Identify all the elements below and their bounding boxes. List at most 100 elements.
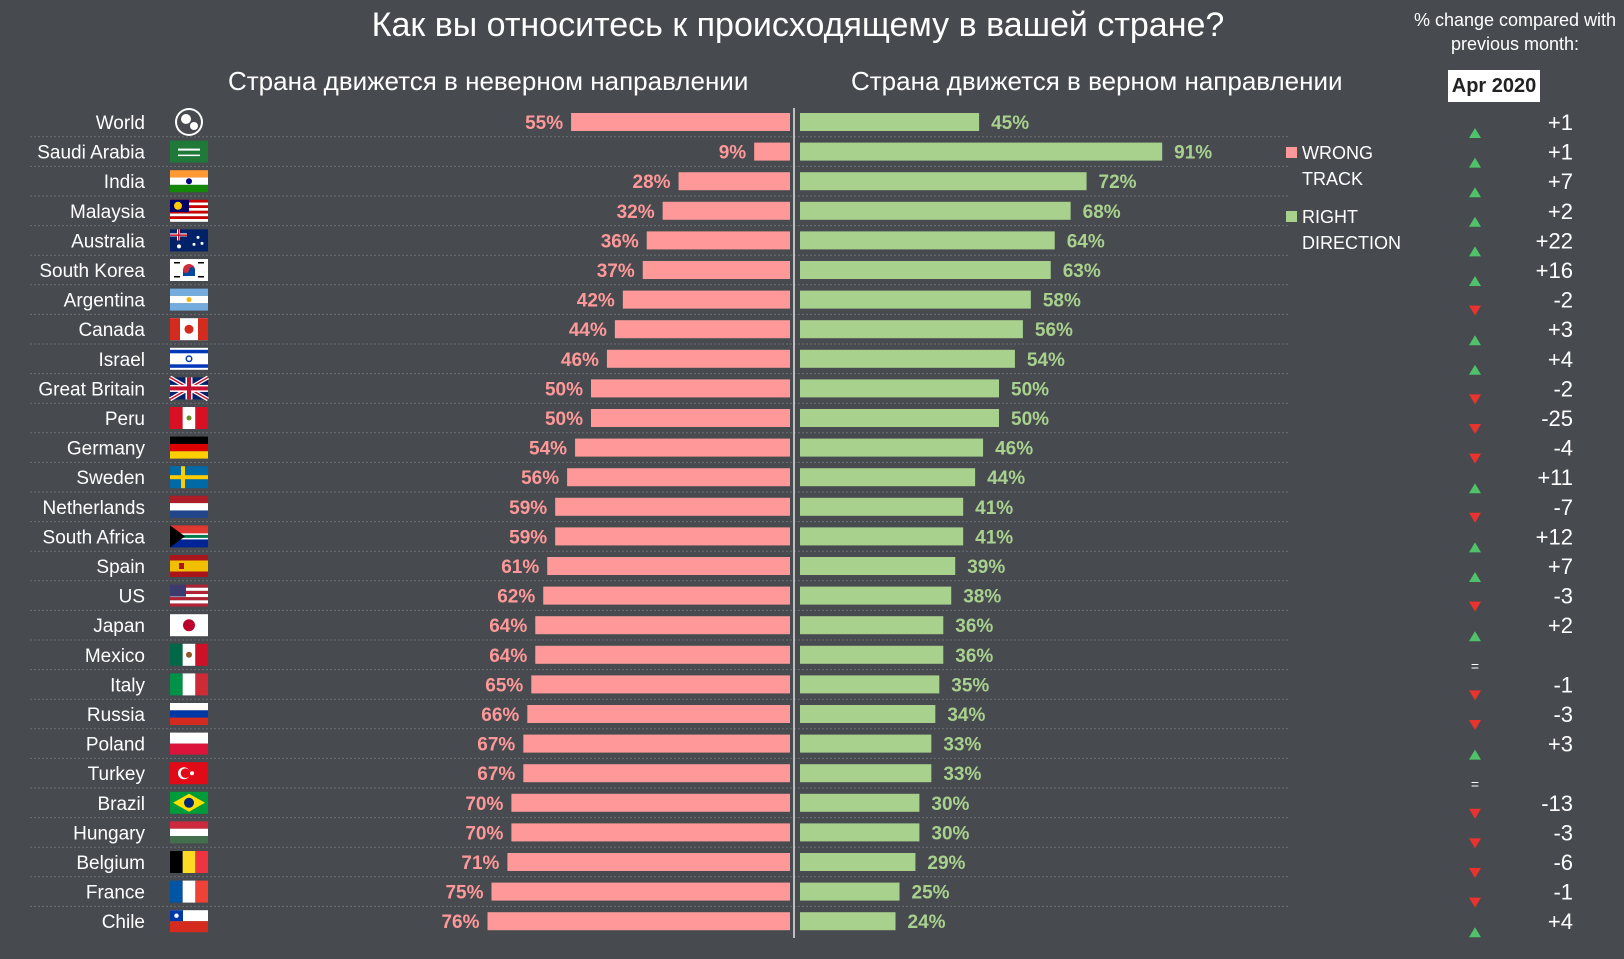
bar-wrong-us (543, 586, 790, 605)
flag-turkey-icon (170, 762, 208, 785)
value-label-wrong-peru: 50% (545, 409, 583, 430)
bar-wrong-canada (614, 320, 790, 339)
value-label-right-saudi-arabia: 91% (1174, 143, 1212, 164)
change-label-us: -3 (1553, 584, 1573, 609)
value-label-wrong-south-korea: 37% (597, 261, 635, 282)
country-label-sweden: Sweden (76, 468, 145, 489)
bar-wrong-argentina (622, 290, 790, 309)
flag-peru-icon (170, 407, 208, 429)
change-label-argentina: -2 (1553, 288, 1573, 313)
bar-wrong-turkey (523, 764, 790, 783)
bar-wrong-spain (547, 557, 790, 575)
bar-right-great-britain (800, 379, 999, 398)
country-label-argentina: Argentina (64, 291, 146, 312)
bar-right-world (800, 113, 980, 131)
arrow-up-icon (1469, 927, 1481, 938)
change-label-hungary: -3 (1553, 820, 1573, 845)
bar-right-india (800, 172, 1087, 191)
bar-right-germany (800, 438, 984, 457)
country-label-italy: Italy (110, 675, 145, 696)
flag-world-icon (175, 108, 203, 136)
value-label-right-netherlands: 41% (975, 498, 1013, 519)
value-label-wrong-netherlands: 59% (509, 498, 547, 519)
subtitle-right-direction: Страна движется в верном направлении (851, 66, 1343, 96)
bar-wrong-india (678, 172, 790, 191)
value-label-wrong-italy: 65% (485, 675, 523, 696)
legend-swatch-wrong (1286, 147, 1297, 158)
arrow-down-icon (1469, 601, 1481, 612)
flag-malaysia-icon (170, 199, 208, 222)
legend-right-direction: RIGHT DIRECTION (1286, 204, 1412, 256)
value-label-right-chile: 24% (908, 912, 946, 933)
country-label-south-korea: South Korea (39, 261, 145, 282)
flag-poland-icon (170, 732, 208, 755)
country-label-chile: Chile (102, 912, 145, 933)
arrow-down-icon (1469, 808, 1481, 819)
value-label-right-hungary: 30% (931, 823, 969, 844)
value-label-wrong-belgium: 71% (461, 853, 499, 874)
value-label-right-brazil: 30% (931, 794, 969, 815)
value-label-right-peru: 50% (1011, 409, 1049, 430)
country-label-spain: Spain (96, 557, 145, 578)
arrow-up-icon (1469, 364, 1481, 375)
value-label-wrong-spain: 61% (501, 557, 539, 578)
value-label-right-poland: 33% (943, 735, 981, 756)
arrow-up-icon (1469, 216, 1481, 227)
value-label-wrong-mexico: 64% (489, 646, 527, 667)
flag-south-africa-icon (170, 525, 208, 548)
bar-wrong-chile (487, 912, 790, 931)
flag-india-icon (170, 170, 208, 193)
value-label-right-great-britain: 50% (1011, 379, 1049, 400)
bar-wrong-netherlands (555, 497, 790, 516)
value-label-right-france: 25% (912, 883, 950, 904)
value-label-right-malaysia: 68% (1083, 202, 1121, 223)
country-label-netherlands: Netherlands (43, 498, 145, 519)
flag-netherlands-icon (170, 495, 208, 518)
change-label-chile: +4 (1548, 909, 1573, 934)
arrow-up-icon (1469, 631, 1481, 642)
country-label-mexico: Mexico (85, 646, 145, 667)
value-label-right-south-korea: 63% (1063, 261, 1101, 282)
flag-south-korea-icon (170, 259, 208, 281)
flag-japan-icon (170, 614, 208, 637)
change-label-canada: +3 (1548, 317, 1573, 342)
flag-us-icon (170, 584, 208, 607)
value-label-right-australia: 64% (1067, 231, 1105, 252)
value-label-right-world: 45% (991, 113, 1029, 134)
change-label-spain: +7 (1548, 554, 1573, 579)
bar-right-south-korea (800, 261, 1051, 279)
bar-wrong-japan (535, 616, 790, 635)
value-label-right-mexico: 36% (955, 646, 993, 667)
legend-label-wrong: WRONG TRACK (1302, 143, 1373, 189)
value-label-right-russia: 34% (947, 705, 985, 726)
change-label-south-africa: +12 (1536, 524, 1573, 549)
bar-right-mexico (800, 645, 944, 664)
change-same-mark: = (1471, 776, 1479, 792)
bar-wrong-peru (591, 409, 790, 427)
country-label-us: US (119, 587, 145, 608)
bar-right-russia (800, 705, 936, 723)
arrow-down-icon (1469, 424, 1481, 434)
flag-saudi-arabia-icon (170, 140, 208, 163)
bar-right-chile (800, 912, 896, 931)
change-label-israel: +4 (1548, 347, 1573, 372)
change-label-sweden: +11 (1537, 465, 1573, 490)
bar-wrong-israel (606, 349, 790, 368)
flag-brazil-icon (170, 791, 208, 814)
flag-belgium-icon (170, 851, 208, 873)
change-label-peru: -25 (1541, 406, 1573, 431)
country-label-south-africa: South Africa (43, 527, 146, 548)
country-label-poland: Poland (86, 735, 145, 756)
arrow-up-icon (1469, 542, 1481, 553)
change-label-netherlands: -7 (1553, 495, 1573, 520)
country-label-brazil: Brazil (97, 794, 145, 815)
arrow-down-icon (1469, 453, 1481, 464)
bar-wrong-italy (531, 675, 790, 694)
country-label-hungary: Hungary (73, 823, 145, 844)
country-label-belgium: Belgium (76, 853, 145, 874)
bar-wrong-world (571, 113, 790, 131)
country-label-canada: Canada (78, 320, 145, 341)
country-label-germany: Germany (67, 439, 146, 460)
arrow-up-icon (1469, 483, 1481, 494)
value-label-right-us: 38% (963, 587, 1001, 608)
